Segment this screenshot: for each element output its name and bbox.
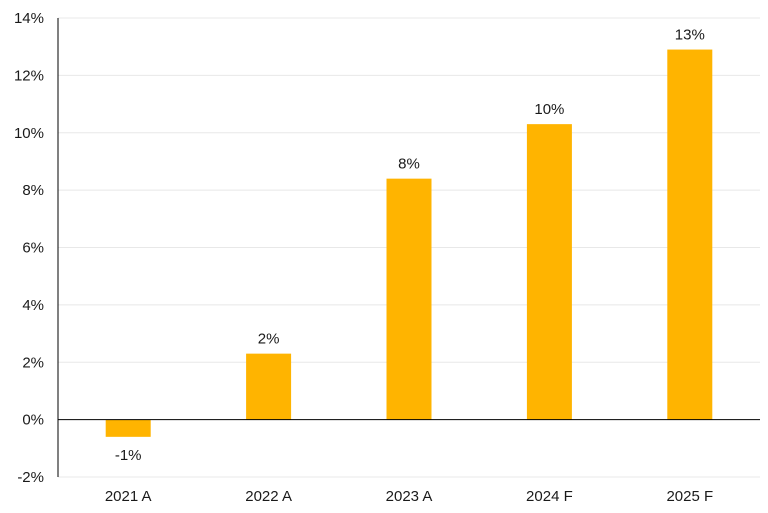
axes [57,18,760,477]
y-tick-label: 10% [14,125,44,142]
bar [667,49,713,420]
x-tick-labels: 2021 A 2022 A 2023 A 2024 F 2025 F [105,488,713,505]
y-tick-label: 8% [22,182,44,199]
data-labels: -1% 2% 8% 10% 13% [115,27,705,464]
x-tick-label: 2021 A [105,488,152,505]
y-tick-label: -2% [17,469,44,486]
y-tick-label: 12% [14,67,44,84]
data-label: 8% [398,156,420,173]
bar [386,178,432,420]
bar [526,124,572,420]
bar [246,353,292,420]
data-label: 13% [675,27,705,44]
data-label: 10% [534,101,564,118]
x-tick-label: 2025 F [666,488,713,505]
data-label: 2% [258,331,280,348]
y-tick-label: 4% [22,297,44,314]
x-tick-label: 2022 A [245,488,292,505]
y-tick-label: 14% [14,10,44,27]
data-label: -1% [115,447,142,464]
y-tick-label: 6% [22,240,44,257]
y-tick-labels: -2% 0% 2% 4% 6% 8% 10% 12% 14% [14,10,44,486]
x-tick-label: 2023 A [386,488,433,505]
y-tick-label: 2% [22,354,44,371]
bar [105,419,151,437]
y-tick-label: 0% [22,412,44,429]
bars [105,49,713,437]
x-tick-label: 2024 F [526,488,573,505]
